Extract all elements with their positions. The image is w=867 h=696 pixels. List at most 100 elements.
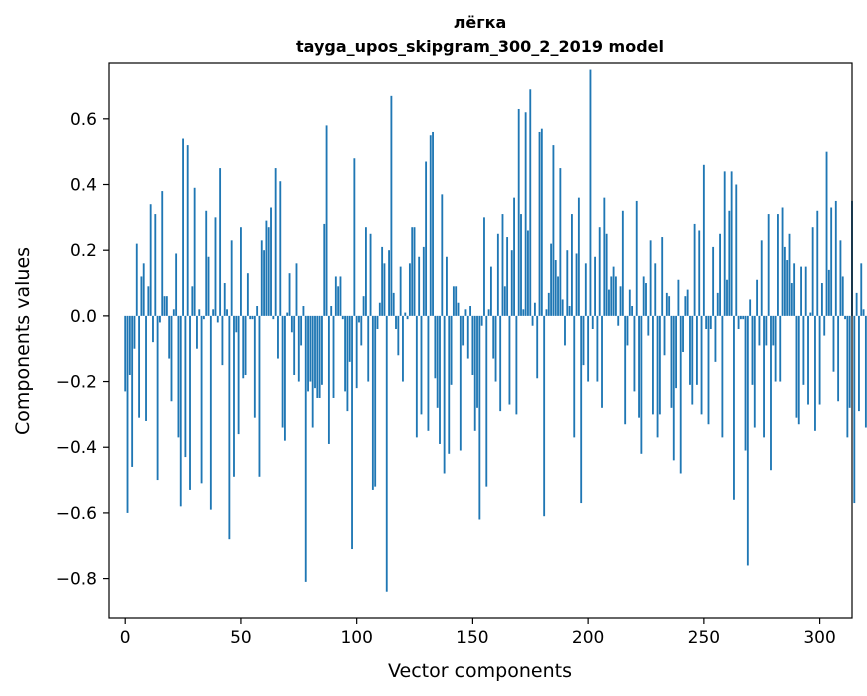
bar-250 (702, 164, 705, 316)
bar-59 (260, 240, 263, 316)
x-tick-label: 250 (688, 628, 720, 648)
bar-89 (330, 306, 333, 316)
bar-232 (661, 237, 664, 316)
bar-205 (598, 227, 601, 316)
bar-36 (207, 256, 210, 316)
bar-91 (334, 276, 337, 316)
bar-137 (441, 194, 444, 316)
bar-248 (698, 230, 701, 316)
bar-282 (777, 214, 779, 316)
bar-44 (226, 309, 228, 316)
bar-55 (251, 315, 254, 320)
bar-186 (554, 260, 557, 316)
bar-145 (459, 315, 462, 451)
bar-233 (663, 315, 666, 356)
bar-2 (128, 315, 131, 375)
bar-160 (494, 315, 497, 382)
bar-192 (568, 306, 571, 316)
bar-185 (552, 145, 555, 316)
bar-12 (152, 315, 154, 343)
bar-129 (422, 246, 425, 316)
bar-22 (175, 253, 178, 316)
bar-278 (767, 214, 770, 316)
x-tick-label: 150 (456, 628, 488, 648)
bar-270 (749, 299, 752, 316)
bar-99 (353, 158, 356, 316)
bar-178 (536, 315, 539, 379)
bar-293 (802, 315, 805, 385)
bar-214 (619, 286, 622, 316)
bar-305 (830, 207, 833, 316)
bar-201 (589, 69, 592, 316)
bar-92 (337, 286, 340, 316)
bar-28 (189, 315, 191, 490)
bar-43 (223, 283, 226, 316)
bar-269 (746, 315, 749, 566)
bar-229 (654, 263, 657, 316)
bar-150 (471, 315, 474, 375)
bar-319 (862, 309, 865, 316)
bar-234 (665, 292, 668, 316)
bar-133 (432, 131, 434, 316)
bar-140 (448, 315, 451, 454)
bar-263 (733, 315, 735, 500)
bar-68 (281, 315, 284, 428)
bar-210 (610, 276, 613, 316)
bar-17 (163, 296, 166, 316)
bar-109 (376, 315, 379, 330)
bar-106 (369, 233, 372, 316)
plot-frame (108, 62, 853, 619)
bar-236 (670, 315, 673, 408)
bar-284 (781, 207, 784, 316)
y-tick-label: −0.8 (56, 570, 97, 590)
bar-94 (341, 315, 344, 320)
bar-311 (844, 315, 846, 320)
bar-116 (392, 292, 395, 316)
bar-222 (638, 315, 640, 418)
bar-48 (235, 315, 238, 333)
bar-255 (714, 315, 717, 362)
bar-213 (617, 315, 620, 326)
bar-25 (182, 138, 184, 316)
bar-258 (721, 315, 724, 438)
y-tick-label: 0.6 (70, 110, 97, 130)
chart-subtitle: tayga_upos_skipgram_300_2_2019 model (296, 37, 664, 56)
bar-198 (582, 315, 585, 366)
bar-162 (499, 315, 502, 412)
bar-97 (348, 315, 351, 362)
bar-88 (327, 315, 330, 444)
bar-147 (464, 309, 467, 316)
bar-286 (786, 260, 789, 316)
bar-239 (677, 279, 680, 316)
bar-3 (131, 315, 134, 467)
bar-71 (288, 273, 291, 316)
bar-169 (515, 315, 518, 415)
bar-85 (321, 315, 323, 385)
bar-42 (221, 315, 224, 366)
x-tick-label: 50 (230, 628, 252, 648)
bar-191 (566, 250, 569, 316)
bar-246 (693, 223, 696, 316)
bar-16 (161, 191, 164, 316)
x-axis-label: Vector components (388, 660, 572, 682)
bar-243 (686, 289, 689, 316)
bar-37 (209, 315, 212, 510)
bar-292 (800, 266, 802, 316)
bar-90 (332, 315, 335, 398)
bar-142 (452, 286, 455, 316)
bar-307 (834, 200, 837, 316)
bar-51 (242, 315, 245, 379)
bar-10 (147, 286, 150, 316)
bar-287 (788, 233, 791, 316)
bar-61 (265, 220, 268, 316)
bar-245 (691, 315, 694, 405)
bar-77 (302, 306, 305, 316)
bar-309 (839, 240, 842, 316)
bar-50 (240, 227, 242, 316)
bar-81 (311, 315, 314, 428)
bar-98 (351, 315, 353, 550)
bar-251 (705, 315, 708, 330)
bar-195 (575, 253, 578, 316)
bar-41 (219, 168, 222, 316)
